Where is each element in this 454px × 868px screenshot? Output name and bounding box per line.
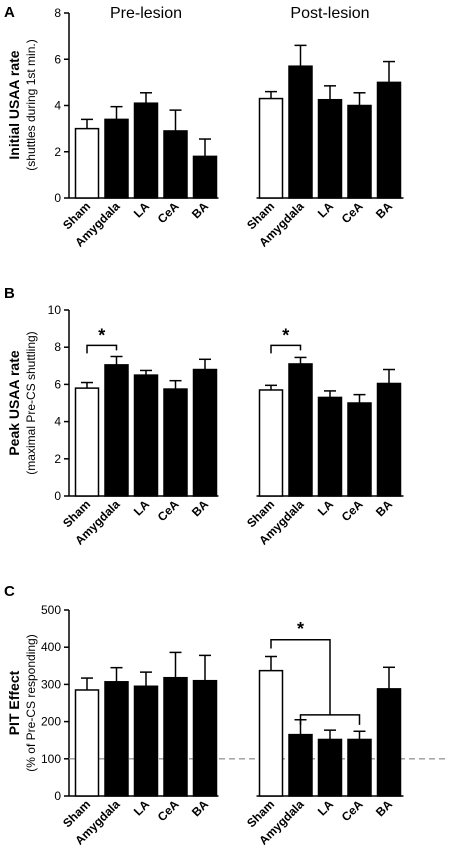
y-axis-title: PIT Effect (6, 670, 22, 735)
category-label: BA (373, 497, 395, 519)
category-label: BA (189, 797, 211, 819)
bar (192, 155, 218, 199)
category-label: LA (131, 497, 152, 518)
significance-bracket (270, 639, 331, 715)
significance-bracket (86, 344, 118, 354)
bar (133, 102, 159, 199)
y-tick-label: 0 (54, 789, 61, 803)
category-label: LA (315, 497, 336, 518)
y-tick-label: 200 (41, 715, 61, 729)
category-label: CeA (339, 199, 366, 226)
y-tick-label: 300 (41, 677, 61, 691)
bar (104, 364, 129, 497)
bar (288, 363, 313, 497)
panel-letter: B (4, 285, 15, 302)
y-axis-title: Peak USAA rate (6, 350, 22, 456)
bar (192, 679, 218, 797)
bar (133, 374, 159, 497)
bar (376, 81, 402, 199)
bar (163, 676, 188, 797)
bar (74, 387, 100, 497)
y-axis-subtitle: (maximal Pre-CS shuttling) (24, 331, 38, 474)
bar (347, 104, 372, 199)
y-tick-label: 4 (54, 99, 61, 113)
bar (163, 130, 188, 199)
significance-bracket-range (299, 714, 361, 725)
y-axis-subtitle: (% of Pre-CS responding) (24, 634, 38, 771)
category-label: BA (189, 199, 211, 221)
panel-b: B Peak USAA rate (maximal Pre-CS shuttling… (4, 285, 404, 548)
group-title: Pre-lesion (110, 5, 182, 22)
category-label: LA (315, 199, 336, 220)
y-tick-label: 0 (54, 191, 61, 205)
panel-letter: C (4, 583, 15, 600)
y-tick-label: 10 (48, 303, 62, 317)
significance-star: * (297, 619, 304, 639)
y-tick-label: 6 (54, 377, 61, 391)
bar (74, 127, 100, 199)
bar (347, 738, 372, 797)
category-label: BA (189, 497, 211, 519)
category-label: BA (373, 199, 395, 221)
significance-bracket (270, 344, 302, 354)
bar (104, 118, 129, 199)
group-title: Post-lesion (290, 5, 369, 22)
bar (317, 98, 343, 199)
category-label: LA (315, 797, 336, 818)
y-tick-label: 8 (54, 6, 61, 20)
significance-star: * (282, 325, 289, 345)
bar (288, 65, 313, 199)
y-tick-label: 100 (41, 752, 61, 766)
bar (163, 388, 188, 497)
bar (104, 681, 129, 797)
bar (317, 396, 343, 497)
category-label: CeA (339, 497, 366, 524)
category-label: CeA (155, 797, 182, 824)
y-tick-label: 500 (41, 603, 61, 617)
y-tick-label: 4 (54, 415, 61, 429)
bar (347, 402, 372, 497)
category-label: LA (131, 797, 152, 818)
bar (258, 389, 284, 497)
panel-c: C PIT Effect (% of Pre-CS responding) 0 100 2… (4, 583, 447, 848)
significance-star: * (98, 325, 105, 345)
bar (192, 368, 218, 497)
y-tick-label: 2 (54, 452, 61, 466)
bar (133, 685, 159, 797)
category-label: LA (131, 199, 152, 220)
category-label: CeA (155, 199, 182, 226)
y-tick-label: 8 (54, 340, 61, 354)
category-label: BA (373, 797, 395, 819)
panel-letter: A (4, 4, 15, 21)
bar (288, 733, 313, 797)
y-tick-label: 0 (54, 489, 61, 503)
bar (74, 689, 100, 797)
panel-a: A Initial USAA rate (shuttles during 1st m… (4, 4, 404, 250)
category-label: CeA (155, 497, 182, 524)
bar (258, 669, 284, 797)
bar (317, 738, 343, 797)
y-axis-title: Initial USAA rate (6, 50, 22, 159)
bar (376, 382, 402, 497)
y-axis-subtitle: (shuttles during 1st min.) (24, 39, 38, 170)
y-tick-label: 2 (54, 145, 61, 159)
y-tick-label: 6 (54, 52, 61, 66)
y-tick-label: 400 (41, 640, 61, 654)
bar (376, 688, 402, 797)
bar (258, 97, 284, 199)
category-label: CeA (339, 797, 366, 824)
